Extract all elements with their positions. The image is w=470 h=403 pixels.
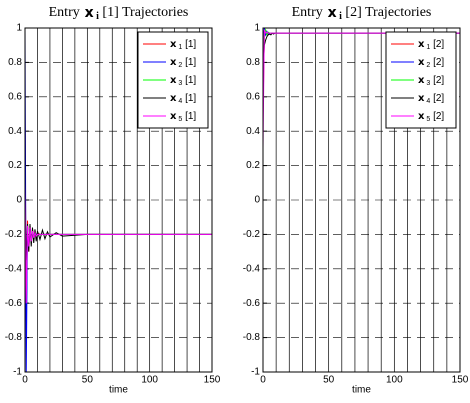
x-tick-label: 50 — [323, 375, 335, 386]
legend-label: x 5 [1] — [170, 111, 196, 123]
legend-label: x 4 [1] — [170, 93, 196, 105]
legend-label: x 3 [2] — [418, 75, 444, 87]
y-tick-label: -0.2 — [243, 229, 261, 240]
plot-frame — [262, 27, 461, 373]
series-line — [262, 29, 460, 149]
y-tick-label: 0.4 — [246, 126, 260, 137]
y-tick-label: 0.4 — [8, 126, 22, 137]
legend-label: x 4 [2] — [418, 93, 444, 105]
y-tick-label: -0.6 — [5, 298, 23, 309]
y-tick-label: 0.8 — [246, 57, 260, 68]
legend-label: x 1 [1] — [170, 39, 196, 51]
y-tick-label: 0.6 — [8, 91, 22, 102]
y-tick-label: -1 — [13, 367, 22, 378]
y-tick-label: 0.2 — [8, 160, 22, 171]
y-tick-label: -0.2 — [5, 229, 23, 240]
y-tick-label: 1 — [254, 23, 260, 34]
legend-label: x 3 [1] — [170, 75, 196, 87]
legend-label: x 5 [2] — [418, 111, 444, 123]
legend-label: x 1 [2] — [418, 39, 444, 51]
x-tick-label: 150 — [452, 375, 469, 386]
y-tick-label: -0.4 — [5, 263, 23, 274]
y-tick-label: 0 — [254, 195, 260, 206]
subplot: 0 50 100 150 -1 -0.8 -0.6 -0.4 -0.2 0 0.2 0.4 0.6 0.8… — [5, 5, 221, 396]
x-axis-label: time — [352, 385, 371, 396]
y-tick-label: 0.8 — [8, 57, 22, 68]
x-tick-label: 0 — [22, 375, 28, 386]
x-tick-label: 50 — [82, 375, 94, 386]
chart-title: Entry x i [2] Trajectories — [292, 5, 432, 22]
series-line — [24, 182, 212, 304]
legend-box — [137, 31, 209, 129]
y-tick-label: -0.4 — [243, 263, 261, 274]
plot-frame — [24, 27, 213, 373]
x-axis-label: time — [109, 385, 128, 396]
y-tick-label: 0.6 — [246, 91, 260, 102]
chart-title: Entry x i [1] Trajectories — [49, 5, 189, 22]
y-tick-label: -0.8 — [5, 332, 23, 343]
y-tick-label: -1 — [251, 367, 260, 378]
y-tick-label: -0.6 — [243, 298, 261, 309]
x-tick-label: 150 — [204, 375, 221, 386]
x-tick-label: 100 — [141, 375, 158, 386]
x-tick-label: 0 — [260, 375, 266, 386]
x-tick-label: 100 — [386, 375, 403, 386]
legend-label: x 2 [1] — [170, 57, 196, 69]
subplot: 0 50 100 150 -1 -0.8 -0.6 -0.4 -0.2 0 0.2 0.4 0.6 0.8… — [243, 5, 469, 396]
y-tick-label: 0.2 — [246, 160, 260, 171]
legend-label: x 2 [2] — [418, 57, 444, 69]
y-tick-label: -0.8 — [243, 332, 261, 343]
y-tick-label: 0 — [16, 195, 22, 206]
y-tick-label: 1 — [16, 23, 22, 34]
